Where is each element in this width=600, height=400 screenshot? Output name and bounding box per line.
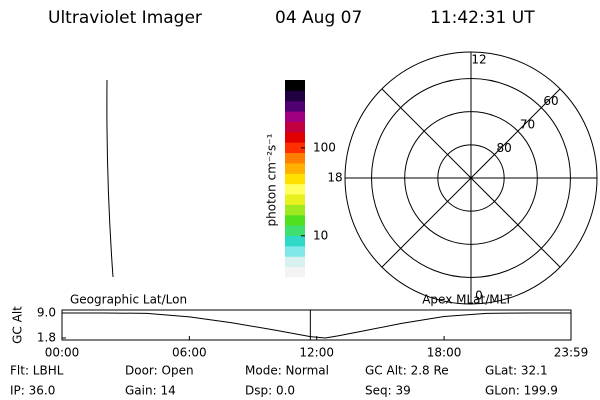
alt-xtick-label: 12:00	[299, 346, 334, 360]
status-field: Mode: Normal	[245, 364, 329, 378]
alt-ytick-label: 1.8	[37, 331, 56, 345]
alt-xtick-label: 06:00	[172, 346, 207, 360]
lat-label: 80	[496, 141, 511, 155]
status-field: GLon: 199.9	[485, 384, 558, 398]
colorbar-cell	[285, 214, 305, 226]
title: Ultraviolet Imager	[48, 8, 202, 28]
alt-ytick-label: 9.0	[37, 306, 56, 320]
colorbar-cell	[285, 256, 305, 268]
colorbar-cell	[285, 131, 305, 143]
colorbar-cell	[285, 245, 305, 257]
lat-ring	[371, 78, 571, 278]
lat-ring	[404, 111, 538, 245]
mlt-label: 12	[471, 53, 486, 67]
status-field: Flt: LBHL	[10, 364, 64, 378]
colorbar-cell	[285, 111, 305, 122]
alt-line	[62, 312, 571, 339]
alt-xtick-label: 00:00	[45, 346, 80, 360]
mlt-label: 18	[327, 171, 342, 185]
status-field: Gain: 14	[125, 384, 176, 398]
colorbar-cell	[285, 266, 305, 278]
colorbar-cell	[285, 173, 305, 185]
colorbar-tick-label: 10	[313, 228, 328, 242]
polar-spoke	[381, 177, 472, 268]
alt-ylabel: GC Alt	[11, 306, 25, 344]
status-field: IP: 36.0	[10, 384, 55, 398]
colorbar-cell	[285, 204, 305, 216]
lat-label: 70	[520, 118, 535, 132]
colorbar-cell	[285, 80, 305, 91]
lat-ring	[437, 144, 505, 212]
colorbar-cell	[285, 152, 305, 164]
colorbar-cell	[285, 183, 305, 195]
time: 11:42:31 UT	[430, 8, 535, 28]
alt-frame	[61, 309, 572, 341]
lat-label: 60	[543, 94, 558, 108]
colorbar-cell	[285, 121, 305, 133]
colorbar-cell	[285, 225, 305, 237]
polar-spoke	[381, 88, 472, 179]
status-field: Door: Open	[125, 364, 194, 378]
polar-spoke	[470, 177, 561, 268]
colorbar-label: photon cm⁻²s⁻¹	[265, 133, 279, 226]
status-field: GC Alt: 2.8 Re	[365, 364, 449, 378]
colorbar-cell	[285, 235, 305, 247]
colorbar-cell	[285, 100, 305, 112]
status-field: GLat: 32.1	[485, 364, 548, 378]
colorbar-cell	[285, 162, 305, 174]
alt-xtick-label: 23:59	[554, 346, 589, 360]
status-field: Dsp: 0.0	[245, 384, 295, 398]
colorbar-cell	[285, 194, 305, 205]
status-field: Seq: 39	[365, 384, 411, 398]
limb-arc	[106, 79, 114, 278]
left-label: Geographic Lat/Lon	[70, 293, 187, 307]
alt-xtick-label: 18:00	[427, 346, 462, 360]
polar-spoke	[470, 88, 561, 179]
colorbar-tick-label: 100	[313, 140, 336, 154]
colorbar-cell	[285, 90, 305, 102]
date: 04 Aug 07	[275, 8, 362, 28]
mlt-label: 0	[475, 289, 483, 303]
colorbar-cell	[285, 142, 305, 154]
